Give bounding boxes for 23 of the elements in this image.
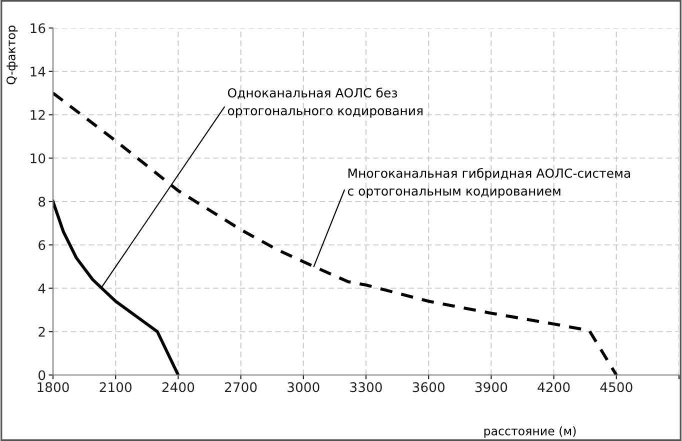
y-tick-label: 8 (38, 196, 46, 207)
y-tick-label: 12 (30, 110, 45, 120)
x-tick-label: 3300 (350, 382, 382, 392)
annotation: Многоканальная гибридная АОЛС-система с ортогональным кодированием (348, 168, 630, 198)
y-axis-title: Q-фактор (6, 26, 18, 84)
y-tick-label: 10 (30, 153, 46, 164)
y-tick-label: 16 (30, 23, 46, 34)
x-tick-label: 3600 (412, 382, 445, 392)
annotation: Одноканальная АОЛС без ортогонального кодирования (228, 88, 422, 118)
x-tick-label: 4500 (600, 382, 632, 392)
x-tick-label: 3900 (475, 382, 508, 392)
y-tick-label: 14 (30, 66, 46, 76)
x-tick-label: 2100 (100, 382, 132, 392)
y-tick-label: 0 (38, 370, 46, 380)
x-tick-label: 1800 (38, 382, 69, 392)
y-tick-label: 6 (38, 240, 46, 250)
x-tick-label: 4200 (538, 382, 570, 392)
x-tick-label: 3000 (288, 382, 320, 392)
y-tick-label: 4 (38, 284, 46, 294)
y-tick-label: 2 (38, 326, 45, 337)
x-tick-label: 2700 (224, 382, 257, 392)
x-tick-label: 2400 (162, 382, 194, 392)
x-axis-title: расстояние (м) (484, 426, 576, 438)
